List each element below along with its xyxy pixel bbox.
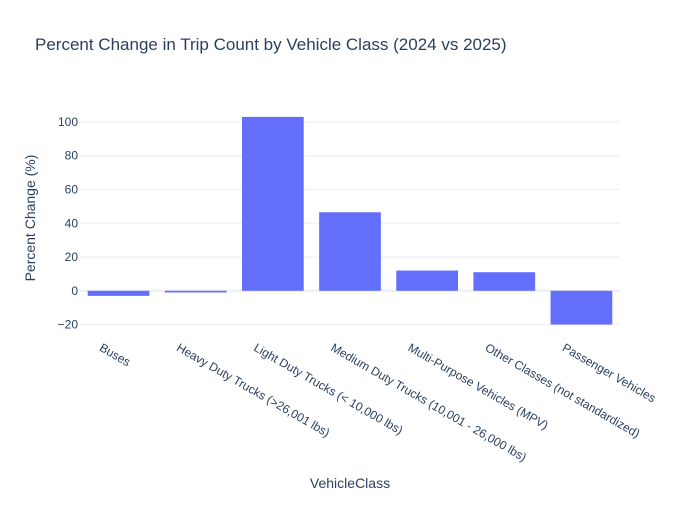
- bar[interactable]: [550, 290, 613, 325]
- x-tick-label: Light Duty Trucks (< 10,000 lbs): [251, 340, 405, 437]
- bar[interactable]: [164, 290, 227, 293]
- chart-title: Percent Change in Trip Count by Vehicle …: [35, 35, 507, 54]
- bars: [87, 116, 613, 325]
- bar[interactable]: [396, 270, 458, 291]
- y-tick-label: 80: [65, 149, 79, 163]
- x-axis-title: VehicleClass: [310, 475, 390, 491]
- y-tick-label: 60: [65, 182, 79, 196]
- y-axis-ticks: −20 0 20 40 60 80 100: [58, 115, 79, 332]
- x-tick-label: Buses: [97, 340, 133, 369]
- y-axis-title: Percent Change (%): [22, 155, 38, 282]
- bar[interactable]: [473, 272, 536, 291]
- bar[interactable]: [319, 212, 381, 291]
- bar[interactable]: [87, 290, 150, 296]
- y-tick-label: −20: [58, 318, 79, 332]
- y-tick-label: 100: [58, 115, 78, 129]
- x-tick-label: Heavy Duty Trucks (>26,001 lbs): [174, 340, 332, 439]
- y-tick-label: 0: [71, 284, 78, 298]
- y-tick-label: 20: [65, 250, 79, 264]
- bar[interactable]: [242, 116, 304, 291]
- y-tick-label: 40: [65, 216, 79, 230]
- x-axis-ticks: Buses Heavy Duty Trucks (>26,001 lbs)Ligh…: [97, 340, 658, 464]
- x-tick-label: Other Classes (not standardized): [483, 340, 643, 440]
- x-tick-label: Multi-Purpose Vehicles (MPV): [406, 340, 551, 432]
